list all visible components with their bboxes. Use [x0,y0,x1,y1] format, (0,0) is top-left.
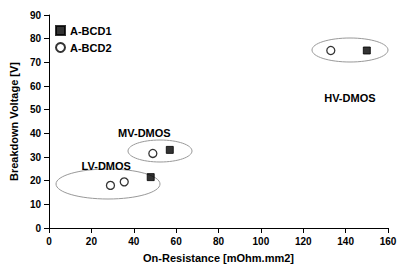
svg-text:On-Resistance [mOhm.mm2]: On-Resistance [mOhm.mm2] [143,252,294,264]
svg-text:50: 50 [30,104,42,115]
svg-text:20: 20 [30,175,42,186]
svg-text:80: 80 [30,33,42,44]
svg-text:A-BCD1: A-BCD1 [70,25,112,37]
svg-text:40: 40 [128,236,140,247]
svg-text:40: 40 [30,128,42,139]
svg-text:140: 140 [337,236,354,247]
svg-text:0: 0 [35,223,41,234]
svg-text:30: 30 [30,152,42,163]
svg-text:70: 70 [30,57,42,68]
svg-text:60: 60 [30,81,42,92]
svg-text:HV-DMOS: HV-DMOS [324,92,375,104]
svg-text:10: 10 [30,199,42,210]
svg-text:120: 120 [295,236,312,247]
svg-text:90: 90 [30,10,42,21]
svg-text:Breakdown Voltage [V]: Breakdown Voltage [V] [8,62,20,181]
svg-text:100: 100 [253,236,270,247]
svg-text:LV-DMOS: LV-DMOS [82,160,131,172]
svg-text:60: 60 [171,236,183,247]
svg-text:20: 20 [86,236,98,247]
svg-text:MV-DMOS: MV-DMOS [118,127,171,139]
svg-text:0: 0 [46,236,52,247]
svg-text:160: 160 [380,236,397,247]
svg-text:A-BCD2: A-BCD2 [70,42,112,54]
svg-text:80: 80 [213,236,225,247]
